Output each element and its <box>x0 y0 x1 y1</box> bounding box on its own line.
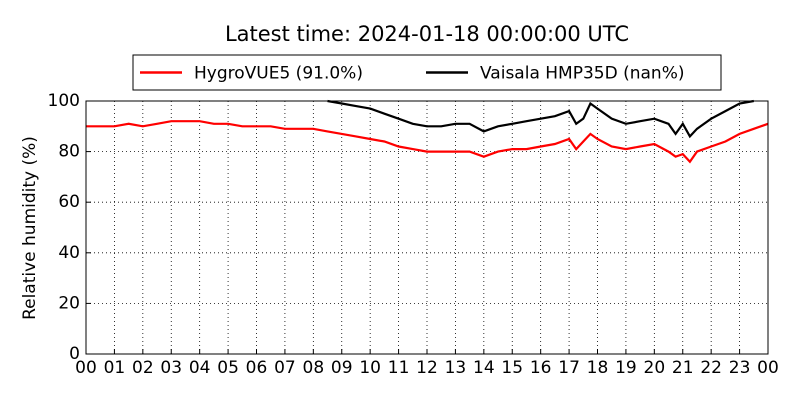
x-tick-label: 00 <box>75 358 97 378</box>
x-tick-label: 06 <box>246 358 268 378</box>
x-tick-label: 03 <box>160 358 182 378</box>
x-tick-label: 17 <box>558 358 580 378</box>
legend-label: Vaisala HMP35D (nan%) <box>480 64 684 84</box>
chart-title: Latest time: 2024-01-18 00:00:00 UTC <box>225 22 629 46</box>
x-tick-label: 02 <box>132 358 154 378</box>
x-tick-label: 07 <box>274 358 296 378</box>
y-tick-label: 40 <box>58 243 80 263</box>
x-tick-label: 15 <box>501 358 523 378</box>
x-tick-label: 18 <box>587 358 609 378</box>
x-tick-label: 00 <box>757 358 779 378</box>
y-tick-label: 0 <box>69 344 80 364</box>
series-line <box>327 99 754 139</box>
x-tick-label: 13 <box>445 358 467 378</box>
x-tick-label: 05 <box>217 358 239 378</box>
x-tick-label: 01 <box>104 358 126 378</box>
x-tick-label: 20 <box>644 358 666 378</box>
x-tick-label: 10 <box>359 358 381 378</box>
x-tick-label: 12 <box>416 358 438 378</box>
x-tick-label: 08 <box>303 358 325 378</box>
x-tick-label: 04 <box>189 358 211 378</box>
y-tick-label: 80 <box>58 142 80 162</box>
x-tick-label: 16 <box>530 358 552 378</box>
y-axis-label: Relative humidity (%) <box>20 136 40 320</box>
x-tick-label: 23 <box>729 358 751 378</box>
x-tick-label: 14 <box>473 358 495 378</box>
x-tick-label: 19 <box>615 358 637 378</box>
series-line <box>86 120 769 164</box>
x-tick-label: 11 <box>388 358 410 378</box>
y-tick-label: 100 <box>48 91 80 111</box>
x-tick-label: 22 <box>700 358 722 378</box>
y-tick-label: 20 <box>58 293 80 313</box>
plot-frame <box>85 100 769 355</box>
x-tick-label: 09 <box>331 358 353 378</box>
y-tick-label: 60 <box>58 192 80 212</box>
x-tick-label: 21 <box>672 358 694 378</box>
legend-label: HygroVUE5 (91.0%) <box>194 64 363 84</box>
